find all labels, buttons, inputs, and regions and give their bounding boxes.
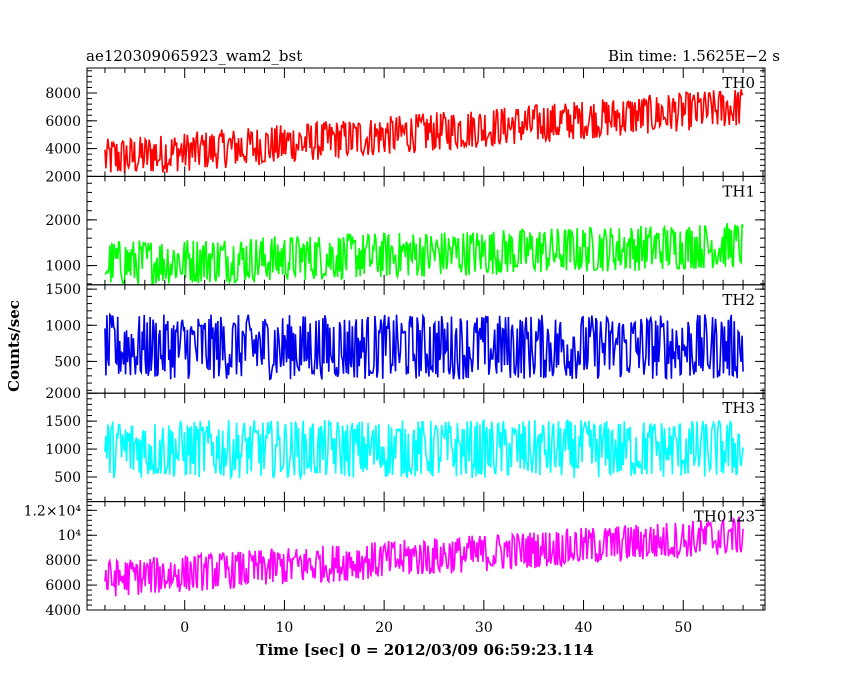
- bin-time-label: Bin time: 1.5625E−2 s: [608, 47, 780, 65]
- panel-th0123: 4000 6000 8000 10⁴ 1.2×10⁴ TH0123 0 10 20 30 40 50: [24, 501, 766, 636]
- y-tick-label: 6000: [45, 114, 81, 130]
- y-tick-label: 500: [54, 470, 81, 486]
- y-tick-label: 4000: [45, 603, 81, 619]
- panel-th0: 2000 4000 6000 8000 TH0: [45, 67, 766, 185]
- panel-th2: 500 1000 1500 TH2: [45, 282, 766, 394]
- y-tick-label: 10⁴: [58, 528, 82, 544]
- y-tick-label: 2000: [45, 169, 81, 185]
- chart-title: ae120309065923_wam2_bst: [86, 47, 302, 65]
- x-tick-label: 40: [575, 620, 593, 636]
- series-line-th3: [104, 418, 744, 482]
- y-tick-label: 500: [54, 354, 81, 370]
- y-tick-label: 2000: [45, 213, 81, 229]
- panel-label: TH1: [722, 182, 755, 200]
- panel-label: TH0: [722, 74, 755, 92]
- y-tick-label: 1.2×10⁴: [24, 503, 82, 519]
- y-tick-label: 6000: [45, 578, 81, 594]
- panel-label: TH3: [722, 399, 755, 417]
- panel-frame: [86, 501, 766, 611]
- panel-th1: 1000 2000 TH1: [45, 175, 766, 286]
- y-tick-label: 1000: [45, 318, 81, 334]
- y-tick-label: 4000: [45, 142, 81, 158]
- panels-group: 2000400060008000TH010002000TH15001000150…: [24, 67, 766, 636]
- x-tick-label: 0: [180, 620, 189, 636]
- series-line-th2: [104, 312, 744, 381]
- series-line-th0: [104, 89, 744, 174]
- x-axis-title: Time [sec] 0 = 2012/03/09 06:59:23.114: [256, 641, 593, 659]
- x-tick-label: 30: [475, 620, 493, 636]
- y-tick-label: 2000: [45, 386, 81, 402]
- y-tick-label: 1500: [45, 414, 81, 430]
- y-tick-label: 1000: [45, 442, 81, 458]
- x-tick-label: 50: [674, 620, 692, 636]
- y-tick-label: 1500: [45, 282, 81, 298]
- series-line-th0123: [104, 516, 744, 597]
- x-tick-label: 10: [276, 620, 294, 636]
- panel-label: TH0123: [694, 508, 755, 526]
- panel-th3: 500 1000 1500 2000 TH3: [45, 386, 766, 503]
- y-axis-title: Counts/sec: [5, 300, 23, 392]
- y-tick-label: 1000: [45, 259, 81, 275]
- x-tick-label: 20: [375, 620, 393, 636]
- y-tick-label: 8000: [45, 86, 81, 102]
- y-tick-label: 8000: [45, 553, 81, 569]
- panel-label: TH2: [722, 291, 755, 309]
- series-line-th1: [104, 223, 744, 285]
